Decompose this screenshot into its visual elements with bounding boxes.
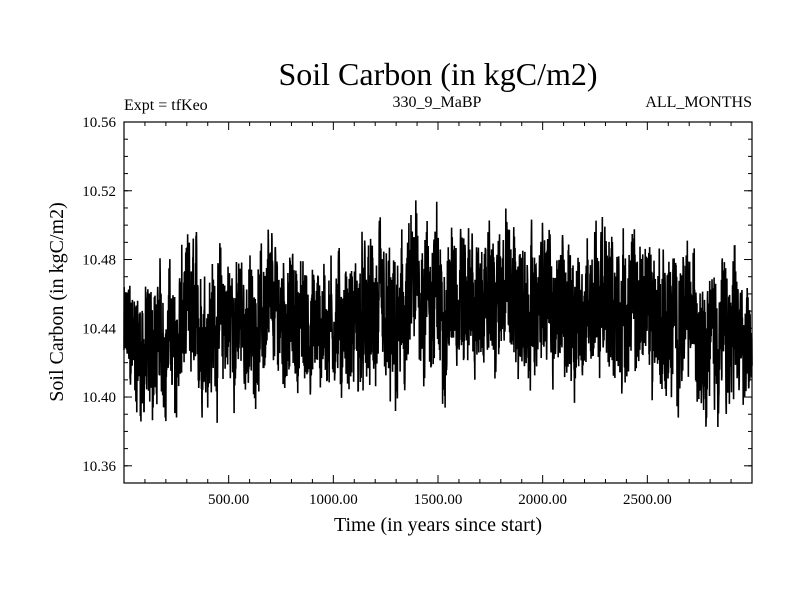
soil-carbon-series-line [123,200,753,428]
months-label: ALL_MONTHS [645,94,752,111]
expt-label: Expt = tfKeo [124,97,208,114]
y-tick-label: 10.36 [82,459,116,475]
y-tick-label: 10.56 [82,115,116,131]
y-axis: 10.36 10.40 10.44 10.48 10.52 10.56 [82,115,752,475]
x-tick-label: 2500.00 [623,492,672,508]
x-tick-label: 1000.00 [309,492,358,508]
x-tick-label: 500.00 [208,492,249,508]
x-axis: 500.00 1000.00 1500.00 2000.00 2500.00 [144,122,732,508]
period-label: 330_9_MaBP [393,94,482,111]
y-axis-label: Soil Carbon (in kgC/m2) [46,202,68,401]
x-tick-label: 2000.00 [518,492,567,508]
plot-area [123,200,753,428]
y-tick-label: 10.44 [82,321,116,337]
x-tick-label: 1500.00 [414,492,463,508]
y-tick-label: 10.48 [82,253,116,269]
y-tick-label: 10.52 [82,184,116,200]
y-tick-label: 10.40 [82,390,116,406]
chart-title: Soil Carbon (in kgC/m2) [278,56,597,92]
x-axis-label: Time (in years since start) [334,514,542,536]
